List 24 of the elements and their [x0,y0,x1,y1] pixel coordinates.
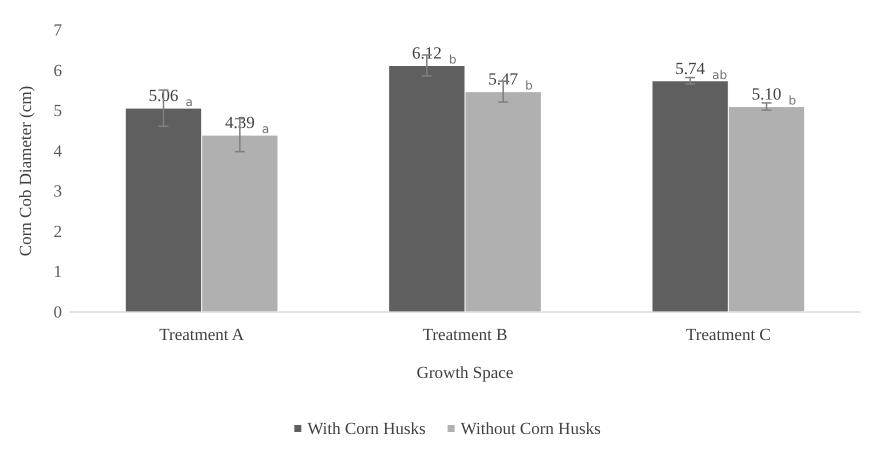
y-tick-label: 3 [54,182,62,201]
data-label: 5.10 [752,84,782,104]
y-axis-title: Corn Cob Diameter (cm) [16,86,35,256]
y-tick-label: 0 [54,302,62,322]
data-label: 6.12 [412,43,442,62]
y-tick-label: 2 [54,222,62,241]
x-axis-title: Growth Space [416,363,514,382]
legend-label: With Corn Husks [307,419,426,438]
y-tick-label: 4 [54,141,62,160]
annotation: ab [712,68,728,82]
y-tick-label: 6 [54,60,62,80]
y-tick-label: 1 [54,262,62,282]
y-tick-label: 5 [54,101,62,120]
annotation: b [448,52,456,66]
x-tick-label: Treatment A [159,325,245,344]
x-tick-label: Treatment C [686,325,771,344]
annotation: a [262,122,270,136]
y-tick-label: 7 [54,20,62,40]
x-tick-label: Treatment B [422,325,508,344]
data-label: 5.74 [675,58,706,78]
legend-label: Without Corn Husks [460,419,601,438]
annotation: b [788,94,796,108]
annotation: a [185,95,193,110]
annotation: b [525,78,533,93]
